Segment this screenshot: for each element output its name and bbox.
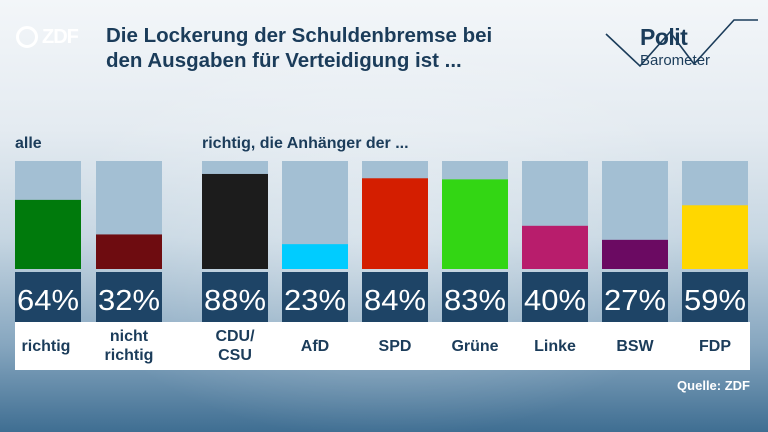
politbarometer-zigzag-icon bbox=[605, 19, 758, 68]
bar-4 bbox=[282, 244, 348, 269]
source-note: Quelle: ZDF bbox=[677, 378, 750, 393]
value-label: 83% bbox=[444, 285, 506, 317]
category-label: AfD bbox=[300, 337, 330, 355]
value-label: 84% bbox=[364, 285, 426, 317]
value-box bbox=[202, 272, 268, 322]
value-box bbox=[682, 272, 748, 322]
category-label: Grüne bbox=[451, 337, 499, 355]
value-label: 32% bbox=[98, 285, 160, 317]
zdf-logo: ZDF bbox=[16, 24, 79, 50]
group-label-overall: alle bbox=[15, 135, 42, 152]
value-label: 27% bbox=[604, 285, 666, 317]
politbarometer-word-2: Barometer bbox=[640, 52, 711, 69]
bar-2 bbox=[96, 234, 162, 269]
category-label: FDP bbox=[699, 337, 731, 355]
value-box bbox=[362, 272, 428, 322]
value-box bbox=[96, 272, 162, 322]
zdf-logo-text: ZDF bbox=[42, 25, 79, 48]
category-label: SPD bbox=[378, 337, 412, 355]
value-box bbox=[442, 272, 508, 322]
category-label: BSW bbox=[616, 337, 654, 355]
value-box bbox=[282, 272, 348, 322]
politbarometer-logo: Polit Barometer bbox=[604, 16, 760, 74]
bar-9 bbox=[682, 205, 748, 269]
bar-6 bbox=[442, 179, 508, 269]
category-label: nicht richtig bbox=[104, 328, 154, 364]
chart-title-line-1: Die Lockerung der Schuldenbremse bei bbox=[106, 24, 493, 47]
value-label: 23% bbox=[284, 285, 346, 317]
value-label: 88% bbox=[204, 285, 266, 317]
bar-8 bbox=[602, 239, 668, 269]
politbarometer-word-1: Polit bbox=[640, 24, 688, 50]
category-label: richtig bbox=[21, 337, 71, 355]
group-label-parties: richtig, die Anhänger der ... bbox=[202, 135, 409, 152]
chart-title: Die Lockerung der Schuldenbremse bei den… bbox=[106, 23, 576, 73]
value-label: 59% bbox=[684, 285, 746, 317]
value-box bbox=[15, 272, 81, 322]
category-label-band bbox=[15, 322, 750, 370]
bar-1 bbox=[15, 199, 81, 269]
chart-title-line-2: den Ausgaben für Verteidigung ist ... bbox=[106, 49, 462, 72]
category-label: CDU/CSU bbox=[215, 328, 255, 364]
value-box bbox=[602, 272, 668, 322]
category-label: Linke bbox=[534, 337, 576, 355]
value-label: 64% bbox=[17, 285, 79, 317]
bar-5 bbox=[362, 178, 428, 269]
bar-3 bbox=[202, 173, 268, 269]
value-label: 40% bbox=[524, 285, 586, 317]
zdf-logo-icon bbox=[16, 26, 38, 48]
value-box bbox=[522, 272, 588, 322]
bar-7 bbox=[522, 225, 588, 269]
